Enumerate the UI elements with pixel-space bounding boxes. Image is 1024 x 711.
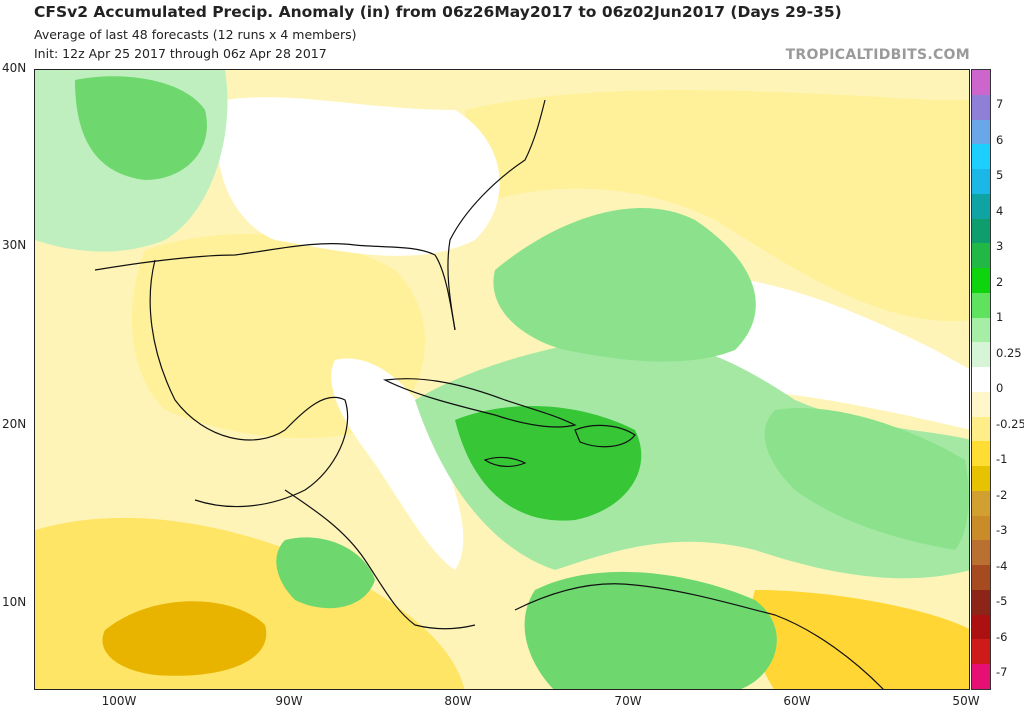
colorbar-swatch bbox=[972, 218, 990, 244]
colorbar-swatch bbox=[972, 169, 990, 194]
colorbar-label: 6 bbox=[996, 132, 1004, 147]
wet-core-cuba-jamaica bbox=[455, 406, 642, 521]
colorbar-swatch bbox=[972, 490, 990, 516]
lon-label-60w: 60W bbox=[783, 694, 811, 708]
colorbar-swatch bbox=[972, 193, 990, 219]
colorbar-swatch bbox=[972, 441, 990, 466]
colorbar-swatch bbox=[972, 268, 990, 293]
colorbar-label: 2 bbox=[996, 274, 1004, 289]
precip-anomaly-map bbox=[34, 69, 970, 690]
lat-label-20n: 20N bbox=[2, 417, 27, 431]
wet-core-northwest bbox=[75, 76, 207, 180]
cuba-outline bbox=[382, 378, 577, 428]
colorbar-swatch bbox=[972, 614, 990, 640]
colorbar-swatch bbox=[972, 70, 990, 95]
colorbar-swatch bbox=[972, 416, 990, 442]
dry-field-atlantic bbox=[465, 90, 969, 322]
neutral-field-us bbox=[217, 97, 500, 256]
colorbar-swatch bbox=[972, 639, 990, 664]
wet-field-bahamas bbox=[493, 208, 756, 362]
colorbar-label: 7 bbox=[996, 97, 1004, 111]
colorbar-label: -3 bbox=[996, 523, 1008, 537]
jamaica-outline bbox=[483, 456, 527, 467]
colorbar-swatch bbox=[972, 144, 990, 169]
wet-field-venezuela bbox=[524, 571, 777, 689]
colorbar-label: -4 bbox=[996, 558, 1008, 573]
colorbar bbox=[971, 69, 991, 690]
colorbar-swatch bbox=[972, 94, 990, 120]
lat-label-10n: 10N bbox=[2, 595, 27, 609]
dry-core-pacific bbox=[102, 601, 267, 676]
colorbar-label: 5 bbox=[996, 168, 1004, 182]
colorbar-swatch bbox=[972, 391, 990, 417]
colorbar-label: -1 bbox=[996, 452, 1008, 466]
lon-label-50w: 50W bbox=[952, 694, 980, 708]
colorbar-swatch bbox=[972, 367, 990, 392]
colorbar-swatch bbox=[972, 342, 990, 367]
lat-label-40n: 40N bbox=[2, 61, 27, 75]
hispaniola-outline bbox=[574, 424, 636, 448]
lat-label-30n: 30N bbox=[2, 238, 27, 252]
colorbar-label: -2 bbox=[996, 487, 1008, 502]
central-america-coast bbox=[284, 489, 476, 630]
lon-label-90w: 90W bbox=[275, 694, 303, 708]
map-subtitle-init: Init: 12z Apr 25 2017 through 06z Apr 28… bbox=[34, 46, 327, 61]
colorbar-label: 1 bbox=[996, 310, 1004, 324]
us-gulf-coast bbox=[94, 243, 456, 331]
colorbar-label: 0.25 bbox=[996, 345, 1022, 360]
colorbar-swatch bbox=[972, 515, 990, 541]
neutral-field-caribbean bbox=[331, 358, 464, 570]
colorbar-label: -6 bbox=[996, 629, 1008, 644]
colorbar-label: -0.25 bbox=[996, 416, 1024, 431]
colorbar-swatch bbox=[972, 565, 990, 590]
colorbar-label: -5 bbox=[996, 594, 1008, 608]
map-title: CFSv2 Accumulated Precip. Anomaly (in) f… bbox=[34, 3, 842, 21]
colorbar-swatch bbox=[972, 119, 990, 145]
lon-label-100w: 100W bbox=[101, 694, 137, 708]
mexico-coast bbox=[149, 259, 349, 508]
colorbar-label: 0 bbox=[996, 381, 1004, 395]
brand-watermark: TROPICALTIDBITS.COM bbox=[785, 47, 970, 63]
colorbar-swatch bbox=[972, 466, 990, 491]
colorbar-swatch bbox=[972, 589, 990, 615]
colorbar-swatch bbox=[972, 317, 990, 343]
wet-field-nicaragua bbox=[276, 537, 375, 609]
lon-label-80w: 80W bbox=[444, 694, 472, 708]
colorbar-swatch bbox=[972, 243, 990, 268]
colorbar-swatch bbox=[972, 540, 990, 565]
us-east-coast bbox=[447, 99, 546, 331]
lon-label-70w: 70W bbox=[614, 694, 642, 708]
wet-field-east bbox=[764, 408, 969, 550]
colorbar-label: 3 bbox=[996, 239, 1004, 253]
map-subtitle-forecasts: Average of last 48 forecasts (12 runs x … bbox=[34, 27, 357, 42]
south-america-coast bbox=[514, 583, 884, 689]
dry-field-southeast bbox=[751, 590, 969, 689]
colorbar-label: -7 bbox=[996, 665, 1008, 679]
coastlines bbox=[94, 99, 884, 689]
colorbar-swatch bbox=[972, 664, 990, 689]
colorbar-swatch bbox=[972, 292, 990, 318]
colorbar-label: 4 bbox=[996, 203, 1004, 218]
